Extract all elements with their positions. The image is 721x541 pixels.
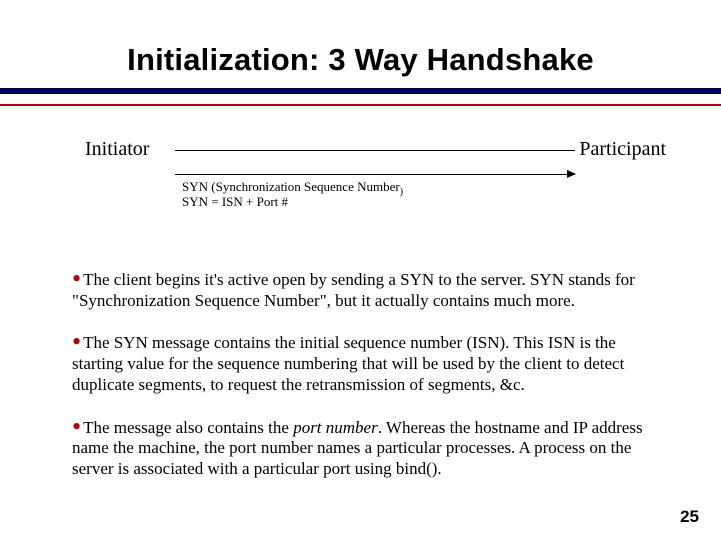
bullet-3-pre: The message also contains the (83, 418, 293, 437)
slide-title: Initialization: 3 Way Handshake (127, 42, 594, 77)
bullet-2-text: The SYN message contains the initial seq… (72, 333, 624, 393)
bullet-dot-icon: • (72, 327, 81, 356)
bullet-dot-icon: • (72, 264, 81, 293)
title-area: Initialization: 3 Way Handshake (0, 0, 721, 78)
divider-red (0, 104, 721, 106)
role-participant: Participant (579, 138, 666, 161)
syn-arrow (175, 174, 575, 175)
bullet-2: •The SYN message contains the initial se… (72, 333, 661, 395)
syn-label-main: SYN (Synchronization Sequence Number (182, 179, 400, 194)
bullet-1: •The client begins it's active open by s… (72, 270, 661, 311)
slide: Initialization: 3 Way Handshake Initiato… (0, 0, 721, 541)
body-text: • The client begins it's active open by s… (0, 270, 721, 480)
bullet-3-em: port number (293, 418, 378, 437)
syn-label-sub: ) (400, 187, 403, 198)
divider-navy (0, 88, 721, 94)
bullet-dot-icon: • (72, 412, 81, 441)
syn-label-line2: SYN = ISN + Port # (182, 194, 288, 210)
handshake-diagram: Initiator Participant SYN (Synchronizati… (0, 138, 721, 248)
role-initiator: Initiator (85, 138, 149, 161)
bullet-1-text: The client begins it's active open by se… (72, 270, 635, 310)
bullet-3: •The message also contains the port numb… (72, 418, 661, 480)
page-number: 25 (680, 507, 699, 527)
diagram-top-line (175, 150, 575, 151)
